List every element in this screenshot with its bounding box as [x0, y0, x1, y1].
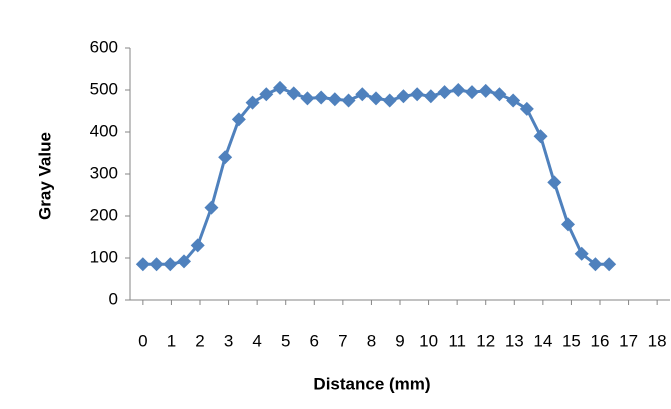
x-tick-label: 0: [138, 331, 147, 350]
marker: [382, 93, 397, 108]
x-tick-label: 9: [395, 331, 404, 350]
marker: [177, 254, 191, 269]
marker: [588, 257, 603, 272]
x-tick-label: 18: [648, 331, 667, 350]
x-tick-label: 10: [419, 331, 438, 350]
y-tick-label: 0: [109, 289, 118, 308]
marker: [163, 257, 178, 272]
marker: [231, 112, 246, 127]
marker: [204, 200, 219, 215]
marker: [273, 80, 287, 95]
marker: [492, 87, 507, 102]
marker: [602, 257, 617, 272]
marker: [149, 257, 164, 272]
marker: [396, 89, 411, 104]
x-tick-label: 3: [224, 331, 233, 350]
y-tick-label: 500: [90, 79, 118, 98]
marker: [245, 95, 260, 110]
y-tick-label: 200: [90, 205, 118, 224]
marker: [355, 87, 370, 102]
marker: [286, 86, 301, 101]
marker: [341, 93, 356, 108]
x-tick-label: 11: [448, 331, 466, 350]
marker: [561, 217, 575, 232]
x-tick-label: 2: [195, 331, 204, 350]
x-tick-label: 12: [476, 331, 495, 350]
x-axis-title: Distance (mm): [313, 374, 430, 393]
x-tick-label: 15: [562, 331, 581, 350]
x-tick-label: 4: [252, 331, 261, 350]
marker: [327, 92, 342, 107]
marker: [437, 85, 452, 100]
marker: [300, 91, 315, 106]
marker: [506, 93, 521, 108]
marker: [465, 85, 479, 100]
x-tick-label: 1: [167, 331, 176, 350]
x-tick-label: 8: [367, 331, 376, 350]
marker: [533, 129, 548, 144]
marker: [410, 87, 425, 102]
y-tick-label: 300: [90, 163, 118, 182]
marker: [314, 90, 329, 105]
marker: [574, 246, 589, 261]
x-tick-label: 13: [505, 331, 524, 350]
y-axis-title: Gray Value: [35, 132, 54, 220]
marker: [478, 83, 493, 98]
marker: [190, 238, 205, 253]
marker: [135, 257, 150, 272]
line: [142, 86, 610, 266]
marker: [218, 150, 233, 165]
marker: [259, 87, 274, 102]
marker: [519, 101, 534, 116]
y-tick-label: 400: [90, 121, 118, 140]
x-tick-label: 16: [591, 331, 610, 350]
x-tick-label: 17: [619, 331, 638, 350]
x-tick-label: 6: [310, 331, 319, 350]
marker: [547, 175, 562, 190]
x-tick-label: 5: [281, 331, 290, 350]
y-tick-label: 600: [90, 37, 118, 56]
y-tick-label: 100: [90, 247, 118, 266]
marker: [369, 91, 383, 106]
marker: [423, 89, 438, 104]
x-tick-label: 14: [533, 331, 552, 350]
x-tick-label: 7: [338, 331, 347, 350]
marker: [451, 83, 466, 97]
